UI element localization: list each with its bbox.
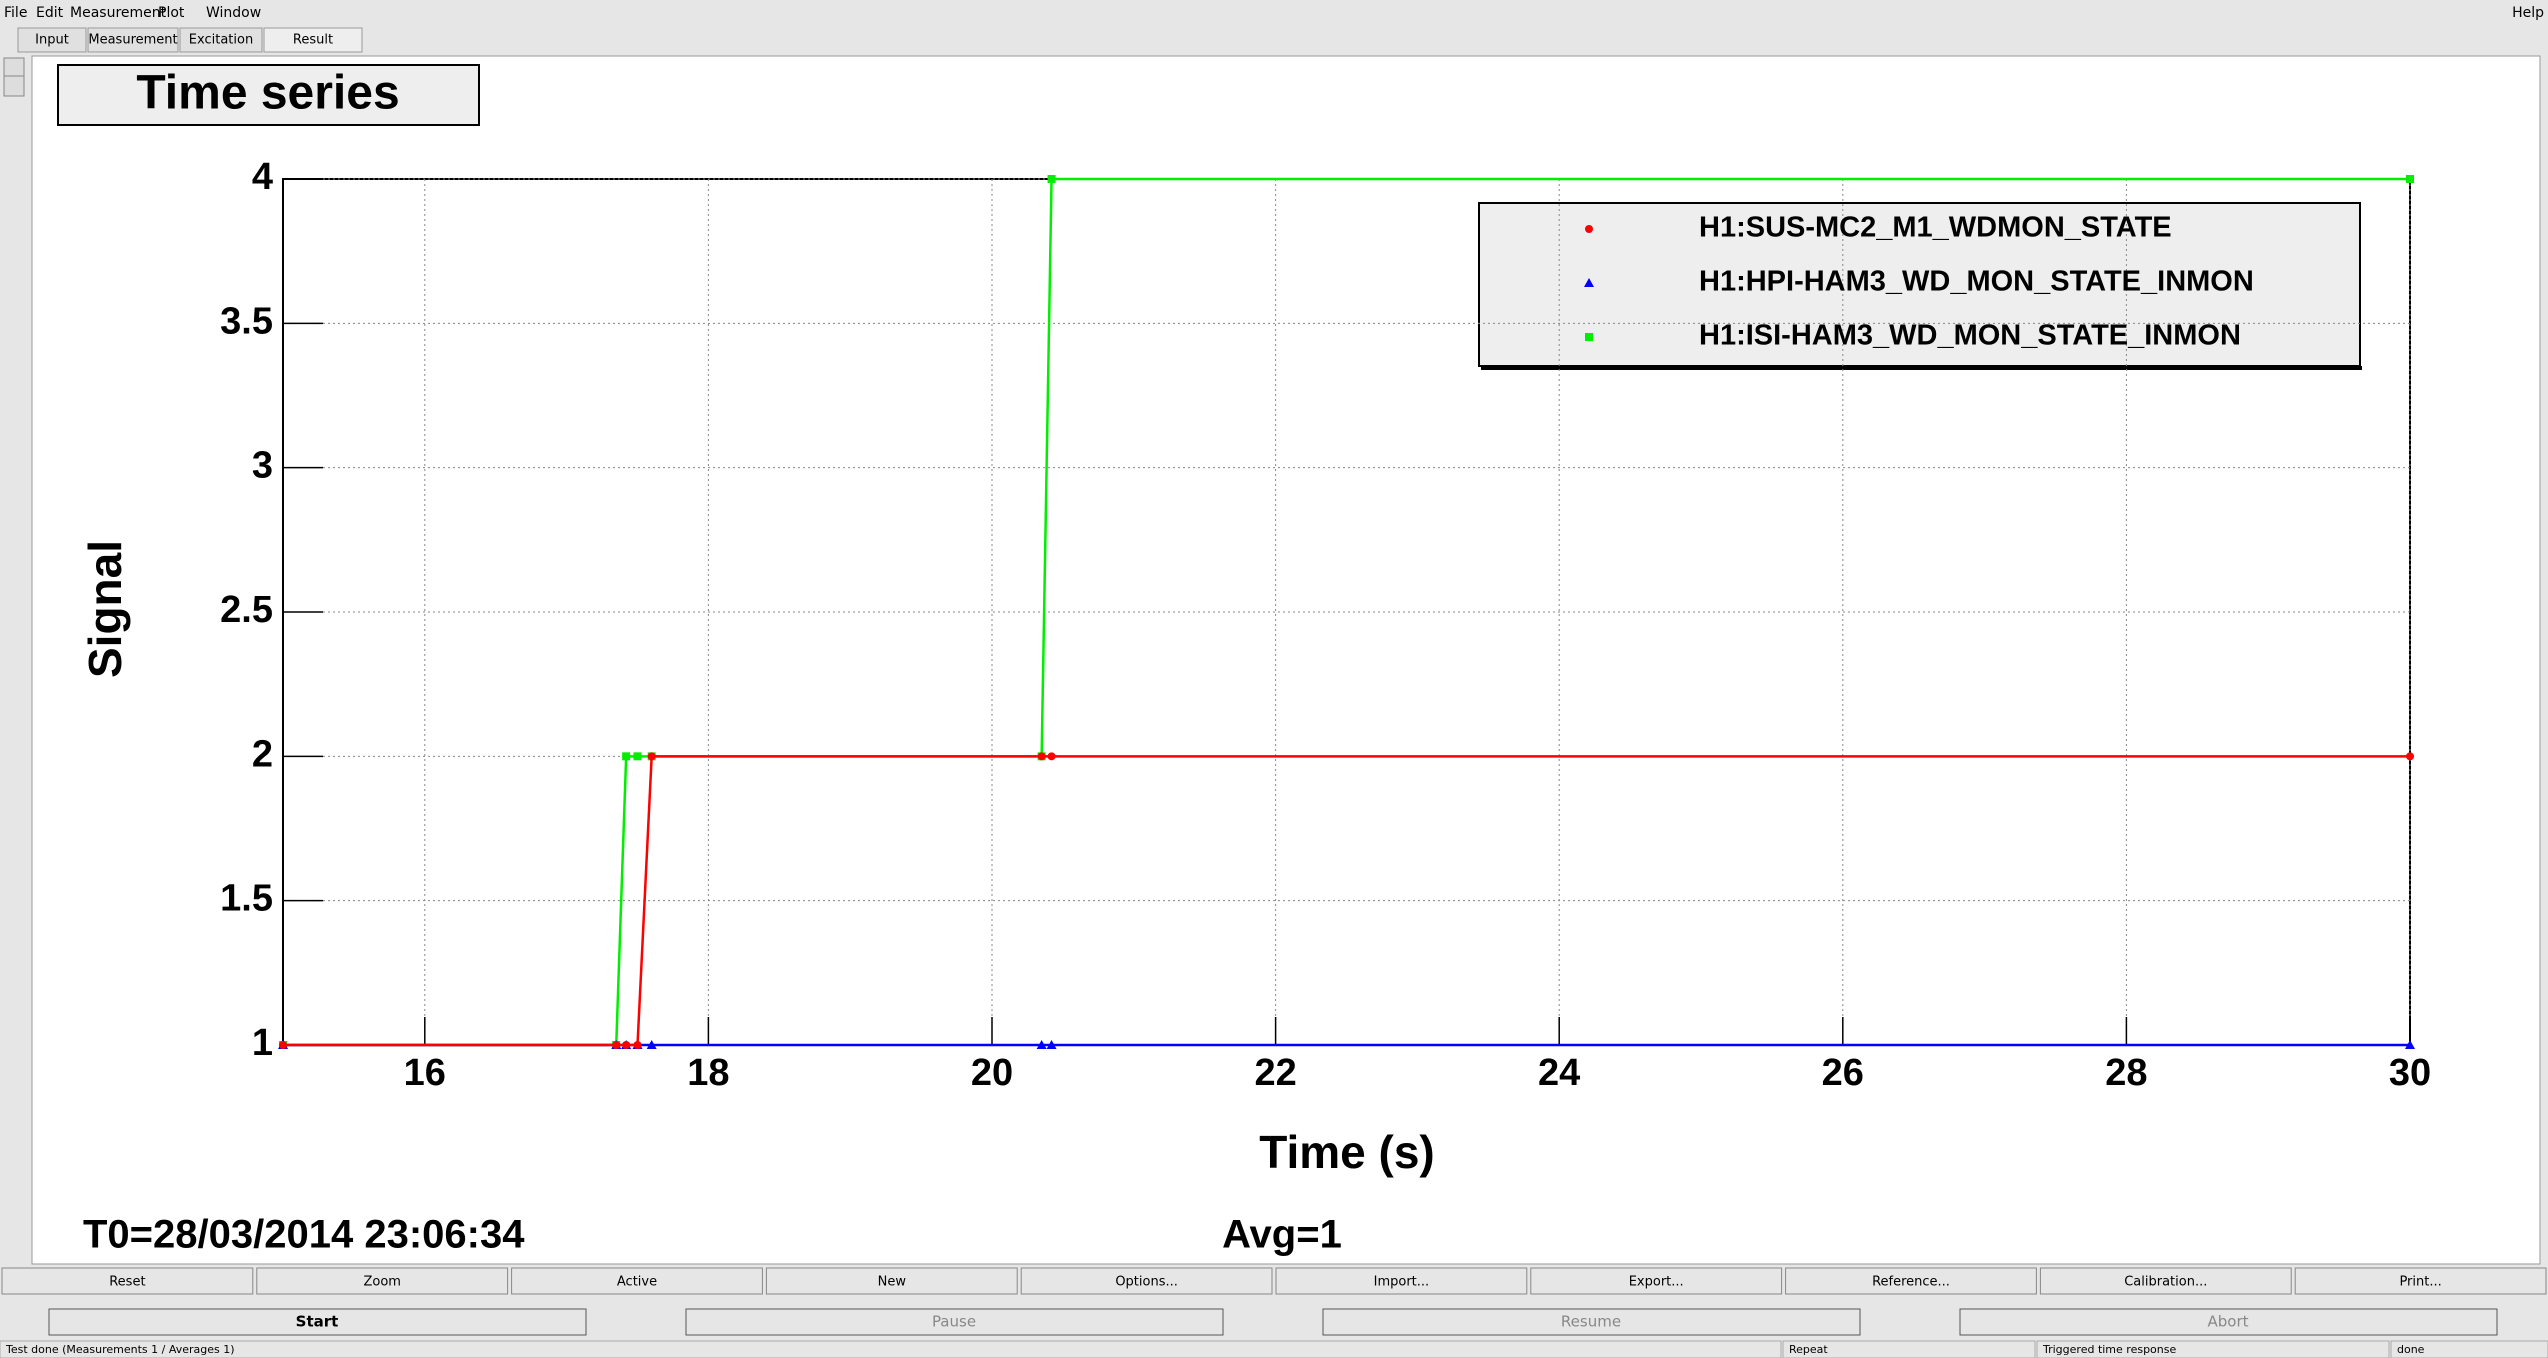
legend-marker — [1585, 225, 1593, 233]
x-tick-label: 28 — [2105, 1052, 2147, 1094]
tab[interactable] — [17, 27, 87, 53]
toolbar-button[interactable] — [1020, 1267, 1273, 1295]
legend-marker — [1584, 278, 1594, 287]
series-line — [283, 177, 2410, 1047]
marker — [646, 1040, 657, 1049]
menu-item[interactable]: Measurement — [70, 5, 167, 21]
side-button[interactable] — [3, 75, 25, 97]
tab-label[interactable]: Excitation — [189, 33, 253, 48]
x-tick-label: 16 — [404, 1052, 446, 1094]
marker — [622, 1041, 631, 1049]
legend-marker — [1585, 333, 1593, 341]
status-text: Triggered time response — [2042, 1343, 2176, 1356]
toolbar-button[interactable] — [511, 1267, 763, 1295]
menu-help[interactable]: Help — [2512, 5, 2544, 21]
status-text: done — [2397, 1343, 2425, 1356]
legend-label: H1:SUS-MC2_M1_WDMON_STATE — [1699, 212, 2172, 244]
y-tick-label: 3 — [252, 445, 273, 487]
y-axis-label: Signal — [79, 540, 131, 678]
status-cell — [1782, 1340, 2036, 1358]
menu-item[interactable]: Window — [206, 5, 261, 21]
status-cell — [2036, 1340, 2390, 1358]
menu-item[interactable]: Plot — [158, 5, 185, 21]
control-button[interactable] — [1959, 1308, 2498, 1336]
y-tick-label: 2 — [252, 733, 273, 775]
button-label[interactable]: Reset — [109, 1275, 145, 1290]
status-cell — [0, 1340, 1782, 1358]
toolbar-button[interactable] — [1, 1267, 254, 1295]
tab[interactable] — [263, 27, 363, 53]
title-box — [57, 64, 480, 126]
y-tick-label: 4 — [252, 156, 273, 198]
button-label[interactable]: Import... — [1374, 1275, 1430, 1290]
marker — [633, 752, 642, 761]
toolbar-button[interactable] — [1785, 1267, 2037, 1295]
button-label[interactable]: Active — [617, 1275, 657, 1290]
marker — [633, 1041, 642, 1049]
button-label[interactable]: Print... — [2399, 1275, 2441, 1290]
button-label[interactable]: Export... — [1629, 1275, 1684, 1290]
button-label[interactable]: Calibration... — [2124, 1275, 2207, 1290]
control-label[interactable]: Start — [296, 1313, 339, 1331]
toolbar-button[interactable] — [1530, 1267, 1783, 1295]
legend-box — [1478, 202, 2361, 367]
x-axis-label: Time (s) — [1259, 1126, 1435, 1178]
marker — [2406, 175, 2414, 183]
status-cell — [2390, 1340, 2548, 1358]
marker — [1047, 175, 1056, 183]
y-tick-label: 1 — [252, 1022, 273, 1064]
tab-label[interactable]: Result — [293, 33, 333, 48]
marker — [647, 752, 656, 761]
x-tick-label: 18 — [687, 1052, 729, 1094]
tab[interactable] — [87, 27, 179, 53]
status-text: Test done (Measurements 1 / Averages 1) — [5, 1343, 235, 1356]
tab-label[interactable]: Measurement — [88, 33, 177, 48]
button-label[interactable]: Zoom — [363, 1275, 400, 1290]
marker — [612, 1041, 621, 1049]
toolbar-button[interactable] — [256, 1267, 509, 1295]
status-text: Repeat — [1789, 1343, 1828, 1356]
marker — [1046, 1040, 1057, 1049]
button-label[interactable]: Reference... — [1872, 1275, 1950, 1290]
marker — [1047, 752, 1056, 761]
control-button[interactable] — [48, 1308, 587, 1336]
marker — [1036, 1040, 1047, 1049]
marker — [2406, 752, 2414, 761]
toolbar-button[interactable] — [1275, 1267, 1528, 1295]
control-label[interactable]: Pause — [932, 1313, 976, 1331]
menu-item[interactable]: Edit — [36, 5, 64, 21]
x-tick-label: 20 — [971, 1052, 1013, 1094]
tab-label[interactable]: Input — [35, 33, 69, 48]
legend-label: H1:ISI-HAM3_WD_MON_STATE_INMON — [1699, 320, 2241, 352]
control-label[interactable]: Abort — [2207, 1313, 2248, 1331]
control-button[interactable] — [685, 1308, 1224, 1336]
y-tick-label: 2.5 — [220, 589, 273, 631]
marker — [279, 1041, 287, 1049]
toolbar-button[interactable] — [2039, 1267, 2292, 1295]
x-tick-label: 24 — [1538, 1052, 1580, 1094]
marker — [622, 752, 631, 761]
t0-label: T0=28/03/2014 23:06:34 — [83, 1213, 525, 1257]
chart-title: Time series — [136, 67, 399, 120]
x-tick-label: 26 — [1822, 1052, 1864, 1094]
legend-label: H1:HPI-HAM3_WD_MON_STATE_INMON — [1699, 266, 2254, 298]
control-label[interactable]: Resume — [1561, 1313, 1621, 1331]
marker — [2405, 1040, 2415, 1049]
tab[interactable] — [179, 27, 263, 53]
y-tick-label: 1.5 — [220, 878, 273, 920]
toolbar-button[interactable] — [765, 1267, 1018, 1295]
control-button[interactable] — [1322, 1308, 1861, 1336]
y-tick-label: 3.5 — [220, 300, 273, 342]
side-button[interactable] — [3, 57, 25, 79]
x-tick-label: 30 — [2389, 1052, 2431, 1094]
avg-label: Avg=1 — [1222, 1213, 1342, 1257]
x-tick-label: 22 — [1254, 1052, 1296, 1094]
marker — [1037, 752, 1046, 761]
toolbar-button[interactable] — [2294, 1267, 2547, 1295]
menu-item[interactable]: File — [4, 5, 27, 21]
button-label[interactable]: Options... — [1115, 1275, 1178, 1290]
button-label[interactable]: New — [878, 1275, 907, 1290]
